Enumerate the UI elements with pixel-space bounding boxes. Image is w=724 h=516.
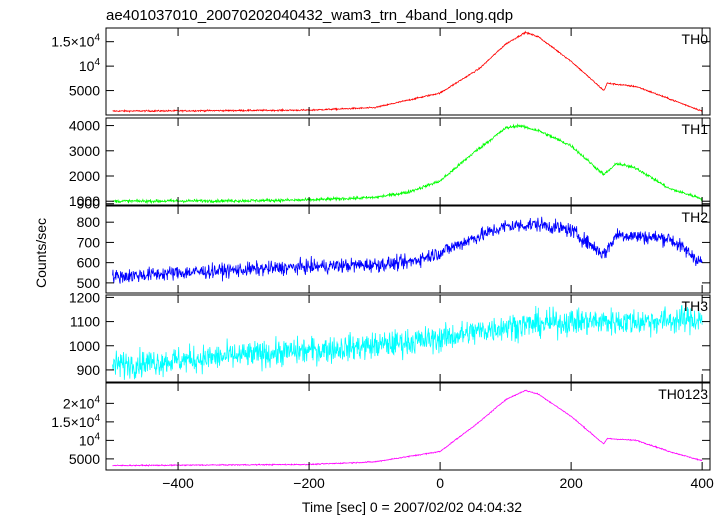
panel-label-th2: TH2 — [682, 209, 709, 225]
y-tick-label: 900 — [77, 196, 101, 212]
y-tick-label: 4000 — [69, 118, 100, 134]
y-tick-label: 2×104 — [63, 394, 101, 411]
series-line-th0 — [112, 30, 703, 113]
y-tick-label: 1.5×104 — [51, 33, 100, 50]
x-tick-label: 200 — [559, 475, 583, 491]
y-tick-label: 2000 — [69, 168, 100, 184]
x-axis-label: Time [sec] 0 = 2007/02/02 04:04:32 — [302, 499, 522, 515]
panel-label-th1: TH1 — [682, 121, 709, 137]
panel-frame — [105, 27, 711, 116]
panel-th3: 900 1000 1100 1200 TH3 — [69, 289, 711, 383]
y-tick-label: 1.5×104 — [51, 413, 100, 430]
y-axis-label: Counts/sec — [33, 218, 49, 288]
panel-th0: 5000 104 1.5×104 TH0 — [51, 27, 711, 116]
y-tick-label: 104 — [79, 57, 101, 74]
panel-frame — [105, 205, 711, 294]
series-line-th3 — [112, 304, 703, 380]
series-line-th2 — [112, 216, 703, 284]
y-tick-label: 5000 — [69, 83, 100, 99]
series-line-th1 — [112, 123, 703, 205]
y-tick-label: 5000 — [69, 451, 100, 467]
y-tick-label: 104 — [79, 431, 101, 448]
y-tick-label: 1200 — [69, 289, 100, 305]
chart-title: ae401037010_20070202040432_wam3_trn_4ban… — [106, 7, 513, 24]
x-tick-label: −200 — [293, 475, 325, 491]
series-line-th0123 — [112, 389, 703, 467]
x-tick-label: 0 — [436, 475, 444, 491]
y-tick-label: 500 — [77, 275, 101, 291]
panel-label-th3: TH3 — [682, 298, 709, 314]
y-tick-label: 700 — [77, 234, 101, 250]
y-tick-label: 800 — [77, 214, 101, 230]
panel-label-th0: TH0 — [682, 31, 709, 47]
panel-frame — [105, 117, 711, 206]
panel-frame — [105, 294, 711, 383]
panel-th2: 500 600 700 800 TH2 — [77, 205, 711, 294]
x-tick-label: −400 — [162, 475, 194, 491]
x-tick-label: 400 — [690, 475, 714, 491]
y-tick-label: 1000 — [69, 338, 100, 354]
y-tick-label: 1000 — [69, 193, 100, 209]
panel-label-th0123: TH0123 — [658, 386, 708, 402]
panel-frame — [105, 382, 711, 471]
y-tick-label: 3000 — [69, 143, 100, 159]
y-tick-label: 1100 — [70, 314, 100, 330]
y-tick-label: 600 — [77, 255, 101, 271]
y-tick-label: 900 — [77, 362, 101, 378]
